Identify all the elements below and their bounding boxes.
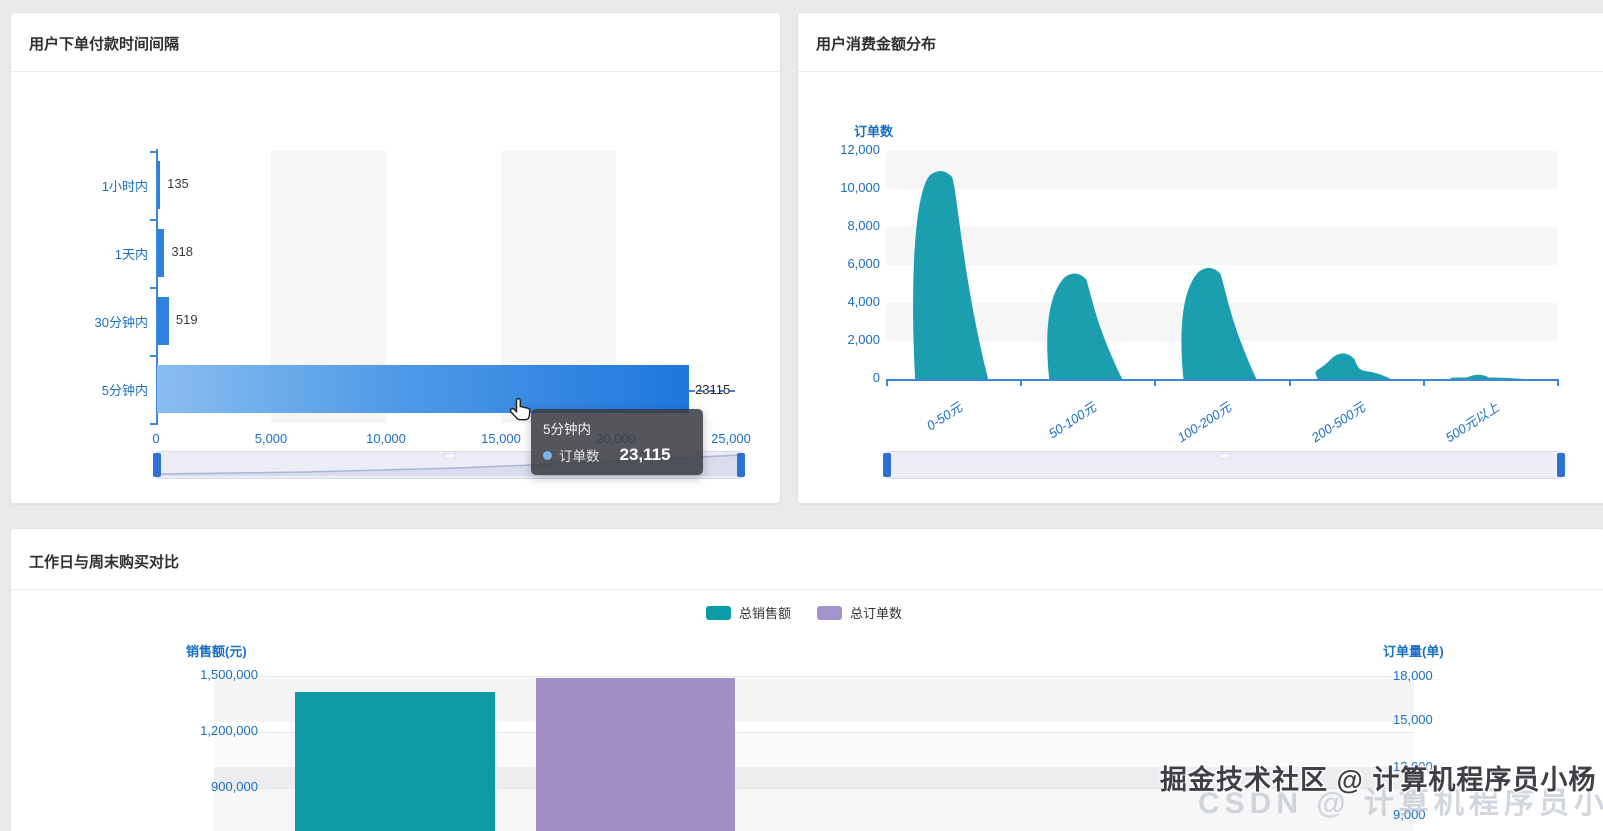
x-axis-tick bbox=[1020, 379, 1023, 386]
left-axis-tick-label: 1,200,000 bbox=[200, 723, 258, 738]
tooltip-title: 5分钟内 bbox=[543, 422, 592, 437]
datazoom-slider[interactable] bbox=[883, 451, 1565, 479]
x-axis-tick-label: 5,000 bbox=[254, 431, 288, 446]
panel-title: 用户消费金额分布 bbox=[816, 36, 937, 53]
right-axis-name: 订单量(单) bbox=[1383, 644, 1444, 659]
legend-label: 总订单数 bbox=[850, 606, 903, 621]
bar-0[interactable] bbox=[157, 161, 161, 209]
datazoom-left-handle[interactable] bbox=[153, 453, 161, 477]
legend: 总销售额 总订单数 bbox=[706, 603, 902, 622]
category-label: 5分钟内 bbox=[101, 383, 148, 398]
bar-value-label: 318 bbox=[171, 244, 194, 259]
drop-0[interactable] bbox=[913, 170, 989, 379]
bar-总订单数[interactable] bbox=[536, 678, 735, 831]
x-axis-tick-label: 15,000 bbox=[481, 431, 521, 446]
slider-notch[interactable] bbox=[444, 453, 456, 459]
y-axis-tick bbox=[150, 423, 156, 425]
y-axis-tick-label: 8,000 bbox=[847, 218, 880, 233]
panel-header: 用户下单付款时间间隔 bbox=[11, 13, 780, 72]
interval-chart: 23115 5分钟内 订单数 23,115 bbox=[11, 13, 780, 503]
legend-item-sales[interactable]: 总销售额 bbox=[706, 603, 791, 622]
x-axis-tick-label: 25,000 bbox=[711, 431, 751, 446]
split-band bbox=[886, 151, 1557, 189]
left-axis-tick-label: 900,000 bbox=[211, 779, 258, 794]
y-axis-tick-label: 6,000 bbox=[847, 256, 880, 271]
x-axis-tick bbox=[1288, 379, 1291, 386]
watermark-juejin: 掘金技术社区 @ 计算机程序员小杨 bbox=[1160, 765, 1597, 795]
x-axis-tick-label: 0 bbox=[152, 431, 160, 446]
y-axis-tick-label: 0 bbox=[872, 370, 880, 385]
right-axis-tick-label: 15,000 bbox=[1393, 712, 1433, 727]
bar-3[interactable] bbox=[157, 365, 689, 413]
y-axis-tick bbox=[150, 219, 156, 221]
watermark-csdn: CSDN @ 计算机程序员小杨 bbox=[1198, 787, 1603, 820]
x-axis-tick-label: 10,000 bbox=[366, 431, 406, 446]
legend-swatch-orders-icon bbox=[817, 605, 843, 620]
y-axis-name: 订单数 bbox=[854, 124, 894, 139]
left-axis-name: 销售额(元) bbox=[186, 644, 247, 659]
panel-title: 工作日与周末购买对比 bbox=[29, 554, 180, 571]
pictorial-drops[interactable] bbox=[886, 151, 1557, 380]
drop-4[interactable] bbox=[1449, 374, 1525, 379]
hand-cursor-icon bbox=[509, 398, 531, 421]
category-label: 1天内 bbox=[114, 247, 148, 262]
y-axis-line bbox=[156, 149, 158, 425]
gridline bbox=[214, 788, 1414, 789]
split-band bbox=[214, 767, 1414, 788]
y-axis-tick bbox=[150, 287, 156, 289]
category-label: 30分钟内 bbox=[94, 315, 148, 330]
bar-value-label: 519 bbox=[175, 312, 198, 327]
gridline bbox=[214, 676, 1414, 677]
tooltip-value: 23,115 bbox=[619, 445, 671, 464]
drop-1[interactable] bbox=[1047, 273, 1123, 379]
y-axis-tick-label: 4,000 bbox=[847, 294, 880, 309]
bar-1[interactable] bbox=[157, 229, 165, 277]
datazoom-left-handle[interactable] bbox=[883, 453, 891, 477]
markline-value-label: 23115 bbox=[695, 382, 731, 397]
panel-order-interval: 用户下单付款时间间隔 23115 5分钟内 订单数 23,115 bbox=[10, 12, 781, 504]
x-axis-tick bbox=[1154, 379, 1157, 386]
drop-3[interactable] bbox=[1315, 353, 1391, 379]
amount-chart: 订单数 12,000 10,000 8,000 6,000 4,000 2,000 0 0-5… bbox=[798, 13, 1603, 503]
panel-header: 用户消费金额分布 bbox=[798, 13, 1603, 72]
x-axis-tick bbox=[886, 379, 888, 386]
right-axis-tick-label: 9,000 bbox=[1393, 807, 1426, 822]
panel-title: 用户下单付款时间间隔 bbox=[29, 36, 180, 53]
legend-item-orders[interactable]: 总订单数 bbox=[817, 603, 902, 622]
y-axis-tick-label: 2,000 bbox=[847, 332, 880, 347]
datazoom-right-handle[interactable] bbox=[737, 453, 745, 477]
drop-2[interactable] bbox=[1181, 267, 1257, 379]
legend-swatch-sales-icon bbox=[706, 605, 731, 620]
legend-label: 总销售额 bbox=[739, 606, 792, 621]
panel-weekday-weekend: 工作日与周末购买对比 总销售额 总订单数 销售额(元) 订单量(单) 1,500… bbox=[10, 528, 1603, 831]
panel-header: 工作日与周末购买对比 bbox=[11, 529, 1603, 590]
compare-chart: 总销售额 总订单数 销售额(元) 订单量(单) 1,500,000 1,200,0… bbox=[11, 529, 1603, 831]
category-label: 1小时内 bbox=[101, 179, 148, 194]
y-axis-tick bbox=[150, 151, 156, 153]
series-dot-icon bbox=[543, 450, 552, 460]
panel-amount-distribution: 用户消费金额分布 订单数 12,000 10,000 8,000 6,000 4,000… bbox=[797, 12, 1603, 504]
y-axis-tick-label: 12,000 bbox=[840, 142, 880, 157]
gridline bbox=[214, 732, 1414, 733]
bar-value-label: 135 bbox=[167, 176, 189, 191]
datazoom-right-handle[interactable] bbox=[1557, 453, 1565, 477]
split-band bbox=[886, 227, 1557, 265]
tooltip-series-label: 订单数 bbox=[559, 449, 600, 464]
right-axis-tick-label: 12,000 bbox=[1393, 759, 1433, 774]
y-axis-tick bbox=[150, 355, 156, 357]
x-axis-line bbox=[886, 379, 1559, 381]
x-axis-tick bbox=[1422, 379, 1425, 386]
y-axis-tick-label: 10,000 bbox=[840, 180, 880, 195]
slider-notch[interactable] bbox=[1219, 453, 1231, 459]
x-axis-tick bbox=[1557, 379, 1559, 386]
left-axis-tick-label: 1,500,000 bbox=[200, 667, 258, 682]
bar-总销售额[interactable] bbox=[295, 692, 495, 831]
right-axis-tick-label: 18,000 bbox=[1393, 668, 1433, 683]
tooltip: 5分钟内 订单数 23,115 bbox=[531, 409, 703, 475]
bar-2[interactable] bbox=[157, 297, 169, 345]
